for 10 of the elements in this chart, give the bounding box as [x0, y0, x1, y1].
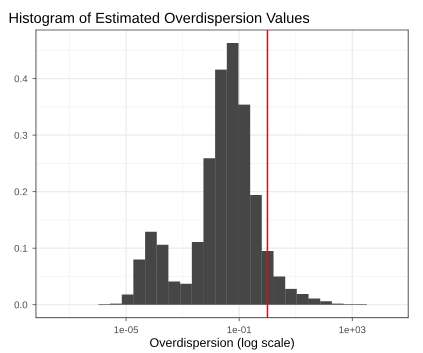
x-tick-label: 1e+03	[339, 326, 366, 334]
y-tick-label: 0.2	[14, 188, 28, 196]
y-tick-label: 0.1	[14, 244, 28, 252]
y-tick-label: 0.0	[14, 301, 28, 308]
x-axis-title: Overdispersion (log scale)	[150, 338, 294, 350]
x-tick-label: 1e-05	[114, 326, 138, 334]
y-tick-label: 0.3	[14, 132, 28, 139]
chart-title: Histogram of Estimated Overdispersion Values	[10, 12, 310, 26]
x-tick-label: 1e-01	[227, 326, 252, 334]
y-tick-label: 0.4	[14, 75, 28, 82]
